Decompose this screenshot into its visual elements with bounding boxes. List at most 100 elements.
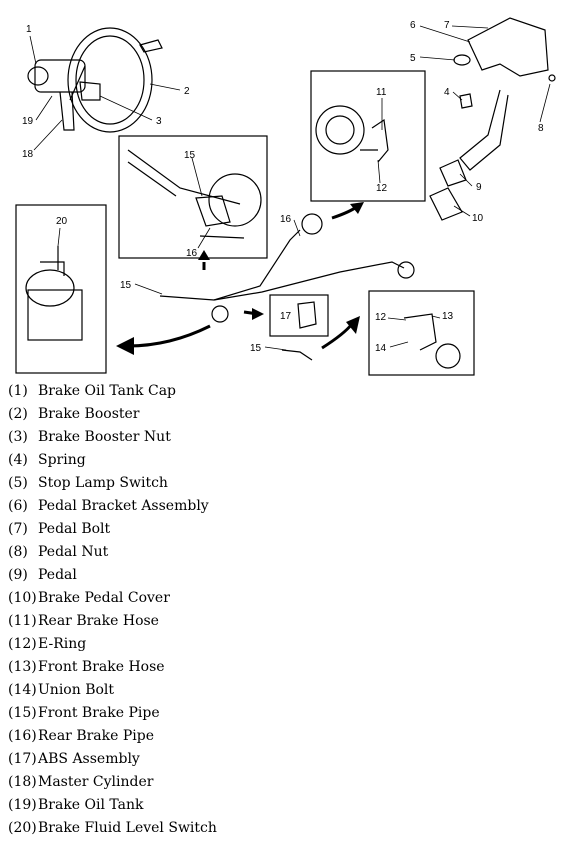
parts-legend: (1) Brake Oil Tank Cap (2) Brake Booster (3)… — [8, 380, 217, 840]
legend-item: (8) Pedal Nut — [8, 541, 217, 564]
legend-item: (13)Front Brake Hose — [8, 656, 217, 679]
tank-illustration — [25, 246, 83, 341]
callout-15c: 15 — [250, 343, 262, 354]
callout-4: 4 — [444, 87, 450, 98]
legend-number: (9) — [8, 567, 28, 583]
legend-number: (2) — [8, 406, 28, 422]
legend-number: (11) — [8, 613, 37, 629]
callout-18: 18 — [22, 149, 34, 160]
inset-abs-box — [269, 294, 329, 337]
legend-number: (16) — [8, 728, 37, 744]
callout-19: 19 — [22, 116, 34, 127]
front-hose-illustration — [403, 313, 461, 369]
legend-label: Rear Brake Hose — [38, 613, 159, 629]
legend-label: Master Cylinder — [38, 774, 154, 790]
legend-item: (3) Brake Booster Nut — [8, 426, 217, 449]
legend-label: E-Ring — [38, 636, 87, 652]
legend-label: Pedal Nut — [38, 544, 109, 560]
legend-number: (6) — [8, 498, 28, 514]
callout-20: 20 — [56, 216, 68, 227]
legend-label: Brake Oil Tank — [38, 797, 144, 813]
legend-number: (12) — [8, 636, 37, 652]
legend-label: Stop Lamp Switch — [38, 475, 168, 491]
legend-item: (11)Rear Brake Hose — [8, 610, 217, 633]
legend-number: (17) — [8, 751, 37, 767]
pointer-arrows — [116, 202, 364, 355]
legend-label: Spring — [38, 452, 86, 468]
legend-number: (3) — [8, 429, 28, 445]
legend-number: (7) — [8, 521, 28, 537]
callout-8: 8 — [538, 123, 544, 134]
inset-tank-box — [15, 204, 107, 374]
callout-17: 17 — [280, 311, 292, 322]
leader-lines — [29, 25, 551, 351]
legend-number: (15) — [8, 705, 37, 721]
legend-item: (9) Pedal — [8, 564, 217, 587]
legend-item: (5) Stop Lamp Switch — [8, 472, 217, 495]
legend-item: (16)Rear Brake Pipe — [8, 725, 217, 748]
legend-label: Pedal Bolt — [38, 521, 111, 537]
callout-11: 11 — [376, 87, 387, 98]
front-pipe-illustration — [127, 149, 262, 239]
legend-number: (4) — [8, 452, 28, 468]
legend-label: Front Brake Hose — [38, 659, 165, 675]
legend-label: Brake Pedal Cover — [38, 590, 170, 606]
inset-front-hose-box — [368, 290, 475, 376]
callout-9: 9 — [476, 182, 482, 193]
brake-system-diagram: 1 2 3 19 18 6 7 5 4 8 9 10 11 12 15 16 1… — [15, 17, 556, 376]
legend-label: Brake Booster — [38, 406, 140, 422]
callout-1: 1 — [26, 24, 32, 35]
legend-label: Brake Oil Tank Cap — [38, 383, 176, 399]
legend-label: Union Bolt — [38, 682, 115, 698]
legend-number: (20) — [8, 820, 37, 836]
callout-12a: 12 — [376, 183, 388, 194]
legend-number: (14) — [8, 682, 37, 698]
callout-14: 14 — [375, 343, 387, 354]
rear-hose-illustration — [315, 105, 389, 163]
callout-10: 10 — [472, 213, 484, 224]
legend-item: (18)Master Cylinder — [8, 771, 217, 794]
legend-label: Brake Fluid Level Switch — [38, 820, 217, 836]
callout-12b: 12 — [375, 312, 387, 323]
legend-item: (7) Pedal Bolt — [8, 518, 217, 541]
callout-13: 13 — [442, 311, 454, 322]
legend-item: (6) Pedal Bracket Assembly — [8, 495, 217, 518]
legend-item: (17)ABS Assembly — [8, 748, 217, 771]
legend-label: Pedal Bracket Assembly — [38, 498, 209, 514]
callout-15b: 15 — [120, 280, 132, 291]
legend-label: Rear Brake Pipe — [38, 728, 155, 744]
legend-item: (4) Spring — [8, 449, 217, 472]
callout-16a: 16 — [186, 248, 198, 259]
inset-rear-hose-box — [310, 70, 426, 202]
legend-number: (5) — [8, 475, 28, 491]
callout-7: 7 — [444, 20, 450, 31]
callout-16b: 16 — [280, 214, 292, 225]
legend-item: (1) Brake Oil Tank Cap — [8, 380, 217, 403]
legend-item: (15)Front Brake Pipe — [8, 702, 217, 725]
inset-front-pipe-box — [118, 135, 268, 259]
callout-5: 5 — [410, 53, 416, 64]
legend-number: (13) — [8, 659, 37, 675]
legend-item: (2) Brake Booster — [8, 403, 217, 426]
legend-item: (10)Brake Pedal Cover — [8, 587, 217, 610]
legend-item: (20)Brake Fluid Level Switch — [8, 817, 217, 840]
legend-label: ABS Assembly — [38, 751, 140, 767]
pedal-assembly-illustration — [429, 17, 556, 221]
legend-number: (19) — [8, 797, 37, 813]
brake-lines-illustration — [159, 213, 415, 361]
legend-item: (19)Brake Oil Tank — [8, 794, 217, 817]
master-cylinder-booster-illustration — [27, 27, 163, 133]
legend-label: Front Brake Pipe — [38, 705, 160, 721]
legend-label: Pedal — [38, 567, 77, 583]
callout-2: 2 — [184, 86, 190, 97]
legend-number: (18) — [8, 774, 37, 790]
callout-15a: 15 — [184, 150, 196, 161]
abs-illustration — [297, 301, 317, 329]
callout-6: 6 — [410, 20, 416, 31]
legend-item: (12)E-Ring — [8, 633, 217, 656]
callout-labels: 1 2 3 19 18 6 7 5 4 8 9 10 11 12 15 16 1… — [22, 20, 544, 354]
legend-number: (1) — [8, 383, 28, 399]
legend-number: (8) — [8, 544, 28, 560]
callout-3: 3 — [156, 116, 162, 127]
legend-item: (14)Union Bolt — [8, 679, 217, 702]
